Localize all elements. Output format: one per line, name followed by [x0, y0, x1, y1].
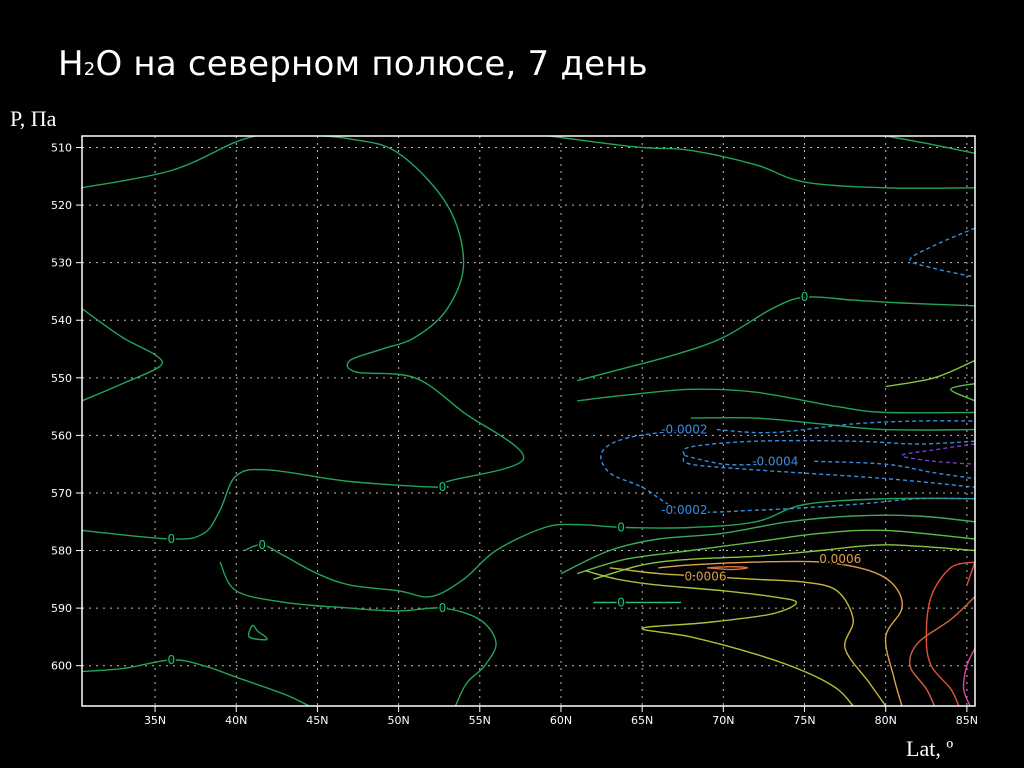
contour-label: -0.0004: [752, 454, 798, 468]
contour-label: 0: [617, 521, 625, 535]
y-tick-label: 570: [51, 487, 72, 500]
contour-line: [82, 308, 164, 402]
x-tick-label: 35N: [144, 714, 166, 727]
contour-line: [814, 460, 975, 480]
contour-line: [966, 561, 975, 586]
x-tick-label: 85N: [956, 714, 978, 727]
contour-line: [909, 596, 975, 706]
contour-label: 0: [167, 653, 175, 667]
contour-line: [716, 420, 975, 434]
y-tick-label: 530: [51, 257, 72, 270]
contour-line: [682, 439, 975, 488]
contour-line: [925, 561, 975, 706]
x-tick-layer: 35N 40N 45N 50N 55N 60N 65N 70N 75N 80N 85N: [144, 706, 978, 727]
contour-line: [707, 565, 749, 571]
contour-label: 0.0006: [684, 569, 726, 583]
contour-line: [658, 560, 903, 706]
x-tick-label: 50N: [387, 714, 409, 727]
contour-line: [881, 136, 975, 154]
contour-line: [609, 567, 887, 706]
y-tick-label: 510: [51, 142, 72, 155]
y-tick-label: 560: [51, 429, 72, 442]
contour-label-layer: 0 0 0 0 0 0 0 0 -0.0002 -0.0004 -0.0002 0.0006 0.000…: [166, 289, 863, 669]
contour-line: [219, 561, 497, 706]
contour-line: [909, 227, 975, 278]
contour-label: 0.0006: [819, 552, 861, 566]
x-tick-label: 65N: [631, 714, 653, 727]
y-axis-label: P, Па: [10, 106, 57, 131]
chart-title: H2O на северном полюсе, 7 день: [58, 44, 648, 84]
contour-line: [560, 514, 975, 575]
contour-line: [962, 648, 975, 706]
y-tick-label: 550: [51, 372, 72, 385]
contour-line: [593, 544, 975, 580]
x-tick-label: 40N: [225, 714, 247, 727]
contour-line: [600, 428, 975, 513]
contour-line: [244, 497, 975, 598]
contour-line: [577, 529, 975, 575]
y-tick-label: 520: [51, 199, 72, 212]
contour-line: [247, 624, 268, 641]
contour-line: [585, 570, 854, 706]
contour-label: 0: [258, 538, 266, 552]
y-tick-label: 600: [51, 660, 72, 673]
contour-line: [82, 659, 310, 706]
y-tick-label: 580: [51, 545, 72, 558]
contour-line: [901, 443, 975, 465]
contour-line: [577, 388, 975, 414]
contour-label: 0: [167, 532, 175, 546]
contour-line: [684, 454, 766, 466]
contour-line: [82, 136, 525, 540]
y-tick-label: 590: [51, 602, 72, 615]
contour-label: 0: [439, 480, 447, 494]
grid-layer: [82, 136, 975, 706]
x-tick-label: 55N: [469, 714, 491, 727]
title-subscript: 2: [83, 59, 96, 80]
plot-frame: [81, 135, 976, 707]
contour-line: [544, 136, 975, 189]
contour-line: [82, 136, 259, 189]
y-tick-layer: 510 520 530 540 550 560 570 580 590 600: [51, 142, 82, 673]
x-tick-label: 45N: [306, 714, 328, 727]
y-tick-label: 540: [51, 314, 72, 327]
contour-line: [690, 417, 975, 431]
x-axis-label: Lat, º: [906, 736, 954, 761]
contour-label: 0: [439, 601, 447, 615]
contour-label: 0: [801, 290, 809, 304]
contour-layer: [82, 136, 975, 706]
contour-label: 0: [617, 595, 625, 609]
contour-line: [577, 296, 975, 382]
x-tick-label: 80N: [875, 714, 897, 727]
x-tick-label: 75N: [793, 714, 815, 727]
contour-label: -0.0002: [661, 423, 707, 437]
x-tick-label: 70N: [712, 714, 734, 727]
x-tick-label: 60N: [550, 714, 572, 727]
contour-label: -0.0002: [661, 503, 707, 517]
contour-line: [885, 359, 975, 388]
contour-line: [949, 382, 975, 402]
